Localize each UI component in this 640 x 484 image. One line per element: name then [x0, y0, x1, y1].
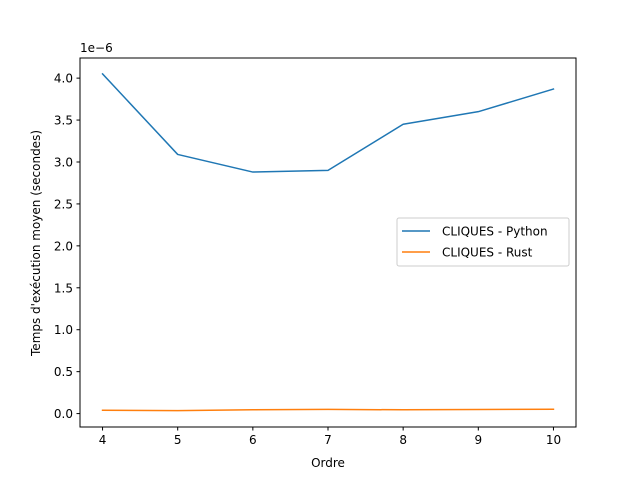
x-tick-label: 9	[474, 433, 482, 447]
y-axis-label: Temps d'exécution moyen (secondes)	[29, 130, 43, 357]
legend-label: CLIQUES - Rust	[442, 246, 533, 260]
x-axis: 4 5 6 7 8 9 10	[99, 427, 561, 447]
x-tick-label: 6	[249, 433, 257, 447]
x-tick-label: 7	[324, 433, 332, 447]
series-line-python	[101, 72, 555, 173]
x-tick-label: 5	[174, 433, 182, 447]
y-tick-label: 0.5	[54, 365, 73, 379]
y-tick-label: 3.5	[54, 114, 73, 128]
y-tick-label: 4.0	[54, 72, 73, 86]
y-tick-label: 1.0	[54, 323, 73, 337]
y-tick-label: 0.0	[54, 407, 73, 421]
legend-box	[396, 217, 570, 267]
x-tick-label: 8	[399, 433, 407, 447]
y-tick-label: 2.5	[54, 197, 73, 211]
y-tick-label: 1.5	[54, 281, 73, 295]
x-tick-label: 4	[99, 433, 107, 447]
legend-label: CLIQUES - Python	[442, 225, 548, 239]
y-axis: 0.0 0.5 1.0 1.5 2.0 2.5 3.0 3.5 4.0	[54, 72, 80, 421]
series-layer	[101, 72, 555, 412]
y-tick-label: 2.0	[54, 239, 73, 253]
y-scale-label: 1e−6	[80, 41, 113, 55]
y-tick-label: 3.0	[54, 155, 73, 169]
x-axis-label: Ordre	[311, 456, 345, 470]
x-tick-label: 10	[546, 433, 561, 447]
series-line-rust	[101, 408, 555, 412]
legend: CLIQUES - Python CLIQUES - Rust	[396, 217, 570, 267]
